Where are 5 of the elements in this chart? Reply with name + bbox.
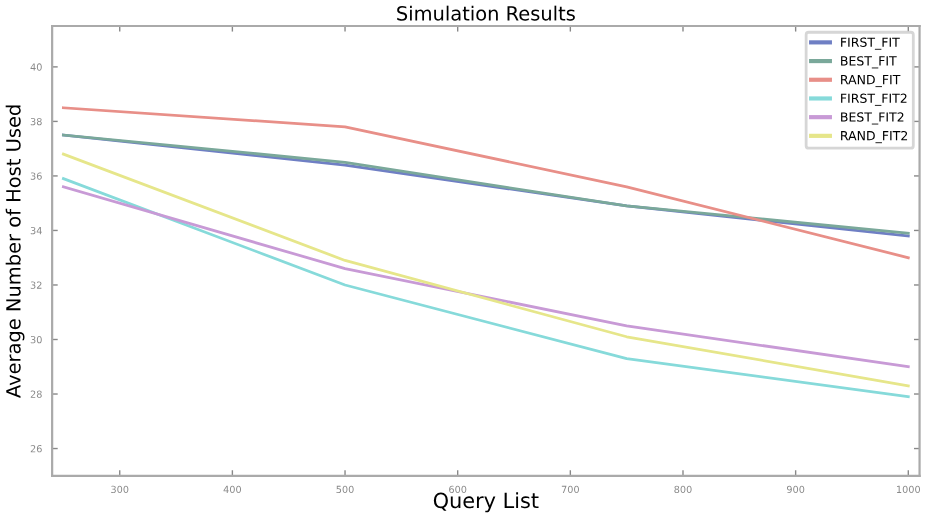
line-series <box>62 106 910 260</box>
line-series <box>62 185 910 369</box>
x-axis-title: Query List <box>433 492 539 513</box>
y-axis-title: Average Number of Host Used <box>5 105 25 398</box>
chart-title: Simulation Results <box>397 5 575 21</box>
